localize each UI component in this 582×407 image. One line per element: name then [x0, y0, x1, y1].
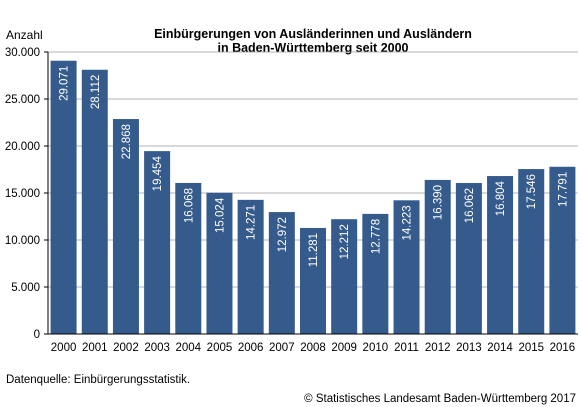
- x-tick-label: 2015: [518, 342, 544, 354]
- x-tick-label: 2003: [144, 342, 170, 354]
- bar: [393, 200, 420, 334]
- value-label: 28.112: [90, 75, 102, 109]
- x-tick-label: 2011: [394, 342, 419, 354]
- x-tick-label: 2005: [207, 342, 233, 354]
- value-label: 11.281: [308, 233, 320, 267]
- x-tick-label: 2004: [175, 342, 201, 354]
- x-tick-labels: 2000 2001 2002 2003 2004 2005 2006 2007 2008 2009…: [51, 342, 575, 354]
- value-label: 16.062: [464, 188, 476, 223]
- bar: [237, 199, 264, 334]
- y-tick-label: 10.000: [5, 235, 40, 247]
- value-label: 12.778: [370, 219, 382, 254]
- bar: [268, 212, 295, 334]
- value-label: 19.454: [152, 156, 164, 192]
- bar: [518, 169, 545, 334]
- source-note: Datenquelle: Einbürgerungsstatistik.: [6, 374, 191, 386]
- value-label: 17.791: [557, 172, 569, 207]
- bar: [175, 182, 202, 334]
- copyright-note: © Statistisches Landesamt Baden-Württemb…: [304, 393, 576, 405]
- x-tick-label: 2008: [300, 342, 326, 354]
- y-tick-label: 0: [34, 329, 40, 341]
- x-tick-label: 2009: [331, 342, 357, 354]
- bars: [50, 60, 576, 335]
- value-label: 22.868: [121, 124, 133, 159]
- y-tick-label: 5.000: [11, 282, 40, 294]
- x-tick-label: 2010: [363, 342, 389, 354]
- value-label: 16.068: [183, 188, 195, 223]
- bar: [50, 60, 77, 334]
- chart-title-line-2: in Baden-Württemberg seit 2000: [217, 41, 408, 55]
- bar: [144, 151, 171, 334]
- bar: [487, 176, 514, 334]
- x-tick-label: 2014: [487, 342, 513, 354]
- bar-chart: Einbürgerungen von Ausländerinnen und Au…: [5, 27, 578, 354]
- y-tick-labels: 0 5.000 10.000 15.000 20.000 25.000 30.000: [5, 47, 40, 341]
- value-label: 15.024: [214, 197, 226, 233]
- y-tick-label: 25.000: [5, 94, 40, 106]
- bar: [112, 119, 139, 334]
- x-tick-label: 2000: [51, 342, 77, 354]
- y-tick-label: 30.000: [5, 47, 40, 59]
- value-label: 14.271: [246, 205, 258, 240]
- x-tick-label: 2001: [82, 342, 108, 354]
- bar: [206, 192, 233, 334]
- chart-title-line-1: Einbürgerungen von Ausländerinnen und Au…: [154, 27, 472, 41]
- value-label: 12.212: [339, 224, 351, 259]
- value-label: 29.071: [59, 66, 71, 101]
- value-label: 17.546: [526, 174, 538, 209]
- x-tick-label: 2002: [113, 342, 139, 354]
- x-tick-label: 2012: [425, 342, 451, 354]
- bar: [300, 227, 326, 334]
- value-label: 14.223: [402, 205, 414, 240]
- bar: [81, 69, 108, 335]
- value-label: 12.972: [277, 217, 289, 252]
- x-tick-label: 2007: [269, 342, 295, 354]
- bar: [424, 179, 451, 334]
- bar: [362, 213, 389, 334]
- bar: [455, 183, 482, 334]
- y-tick-label: 15.000: [5, 188, 40, 200]
- value-label: 16.390: [433, 185, 445, 220]
- bar: [549, 166, 576, 334]
- y-tick-label: 20.000: [5, 141, 40, 153]
- value-labels: 29.071 28.112 22.868 19.454 16.068 15.024 14.2…: [59, 66, 570, 268]
- x-tick-label: 2013: [456, 342, 482, 354]
- y-axis-label: Anzahl: [6, 28, 43, 42]
- x-tick-label: 2006: [238, 342, 264, 354]
- axes: [44, 51, 578, 335]
- value-label: 16.804: [495, 180, 507, 216]
- bar: [331, 219, 358, 334]
- x-tick-label: 2016: [550, 342, 576, 354]
